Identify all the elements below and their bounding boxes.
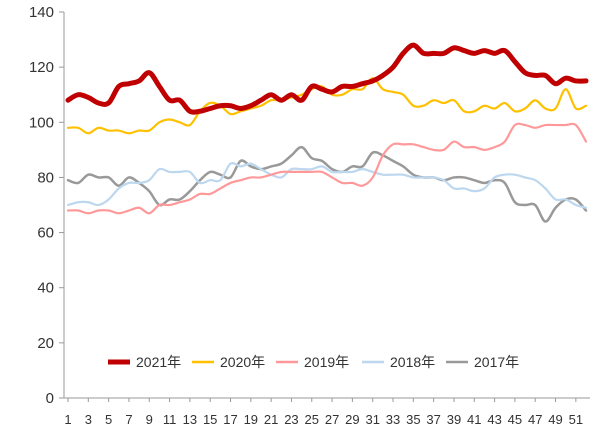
legend: 2021年 2020年 2019年 2018年 2017年 [108, 354, 519, 370]
y-tick-label: 120 [29, 59, 54, 76]
y-tick-label: 100 [29, 114, 54, 131]
x-tick-label: 31 [365, 412, 379, 427]
legend-item-2018: 2018年 [362, 354, 435, 370]
x-tick-label: 51 [569, 412, 583, 427]
series-line-2017 [66, 145, 588, 223]
x-tick-label: 35 [406, 412, 420, 427]
legend-label: 2018年 [390, 354, 435, 370]
x-tick-label: 41 [467, 412, 481, 427]
y-tick-label: 60 [37, 225, 54, 242]
x-tick-label: 7 [125, 412, 132, 427]
x-tick-label: 23 [284, 412, 298, 427]
series-line-2019 [66, 122, 588, 215]
legend-item-2021: 2021年 [108, 354, 181, 370]
x-tick-label: 1 [64, 412, 71, 427]
y-tick-label: 40 [37, 280, 54, 297]
legend-label: 2017年 [474, 354, 519, 370]
legend-item-2019: 2019年 [276, 354, 349, 370]
x-tick-label: 45 [508, 412, 522, 427]
legend-item-2017: 2017年 [446, 354, 519, 370]
x-tick-label: 9 [146, 412, 153, 427]
y-tick-label: 80 [37, 169, 54, 186]
x-tick-label: 27 [325, 412, 339, 427]
x-tick-label: 37 [426, 412, 440, 427]
x-tick-label: 21 [264, 412, 278, 427]
series-line-2018 [66, 162, 588, 209]
x-tick-label: 47 [528, 412, 542, 427]
series-line-2020 [66, 77, 588, 135]
x-tick-label: 39 [447, 412, 461, 427]
legend-label: 2021年 [136, 354, 181, 370]
x-tick-label: 25 [305, 412, 319, 427]
x-tick-label: 43 [487, 412, 501, 427]
y-tick-label: 0 [46, 390, 54, 407]
series-line-2021 [65, 42, 589, 115]
x-tick-label: 29 [345, 412, 359, 427]
y-tick-label: 20 [37, 335, 54, 352]
x-tick-label: 33 [386, 412, 400, 427]
x-tick-label: 17 [223, 412, 237, 427]
x-tick-label: 11 [163, 412, 177, 427]
x-tick-label: 15 [203, 412, 217, 427]
x-tick-label: 19 [244, 412, 258, 427]
x-tick-label: 5 [105, 412, 112, 427]
x-tick-label: 13 [183, 412, 197, 427]
legend-item-2020: 2020年 [192, 354, 265, 370]
legend-label: 2019年 [304, 354, 349, 370]
x-tick-label: 49 [548, 412, 562, 427]
series-group [65, 42, 589, 223]
y-tick-label: 140 [29, 4, 54, 21]
legend-label: 2020年 [220, 354, 265, 370]
x-tick-label: 3 [85, 412, 92, 427]
